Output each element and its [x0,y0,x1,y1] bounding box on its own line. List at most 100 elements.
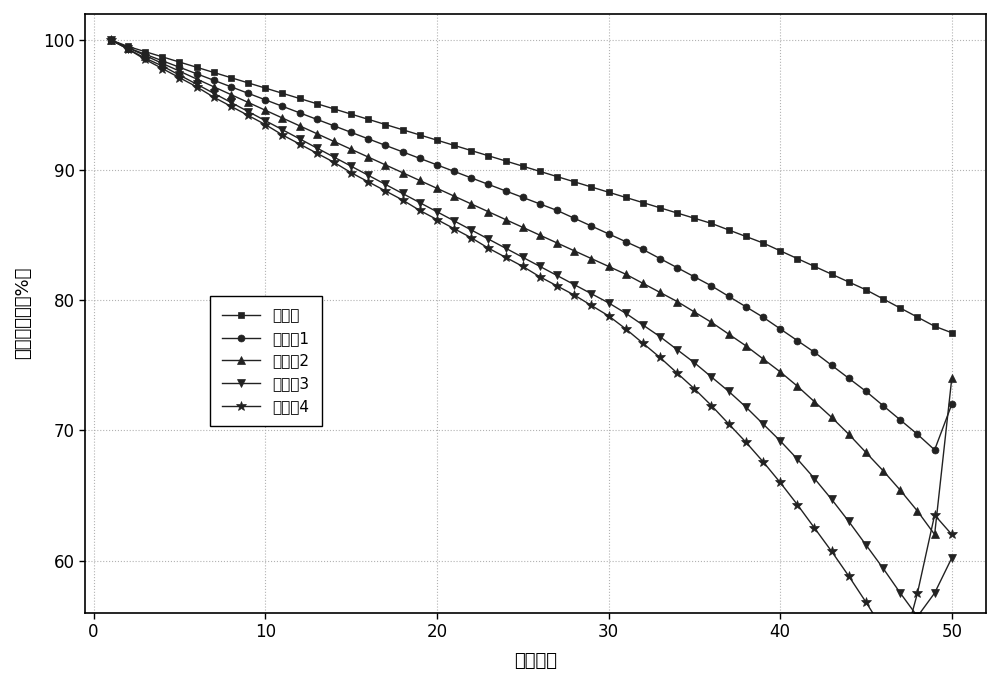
实施例 [654,204,666,212]
对比例3 [774,436,786,445]
对比例4 [654,354,666,362]
对比例4 [362,178,374,186]
实施例 [362,115,374,123]
对比例2 [534,231,546,239]
实施例 [620,194,632,202]
对比例1 [345,128,357,136]
实施例 [757,239,769,247]
对比例4 [826,547,838,555]
对比例4 [242,111,254,120]
实施例 [431,136,443,144]
对比例3 [414,198,426,207]
对比例1 [173,63,185,71]
对比例1 [225,83,237,91]
对比例3 [465,226,477,234]
实施例 [276,89,288,97]
对比例4 [671,369,683,377]
对比例1 [860,387,872,395]
Line: 实施例: 实施例 [107,36,955,337]
对比例4 [877,625,889,633]
实施例 [173,58,185,66]
对比例4 [139,55,151,64]
对比例2 [208,83,220,91]
对比例3 [139,54,151,62]
实施例 [688,214,700,222]
对比例1 [620,237,632,246]
实施例 [345,110,357,118]
对比例4 [208,93,220,101]
对比例3 [225,98,237,107]
实施例 [877,295,889,303]
对比例2 [345,145,357,153]
对比例2 [242,98,254,107]
对比例3 [843,517,855,525]
实施例 [534,168,546,176]
对比例4 [173,74,185,82]
对比例1 [843,374,855,382]
对比例3 [482,235,494,243]
对比例3 [877,564,889,573]
对比例1 [328,122,340,130]
对比例1 [740,302,752,311]
对比例4 [517,262,529,270]
对比例1 [448,168,460,176]
实施例 [911,313,923,321]
对比例3 [791,455,803,463]
对比例4 [568,291,580,299]
对比例3 [431,208,443,216]
对比例2 [688,308,700,316]
对比例2 [259,106,271,114]
对比例3 [276,126,288,134]
对比例3 [826,495,838,503]
对比例1 [723,292,735,300]
实施例 [311,100,323,108]
对比例1 [397,148,409,156]
对比例1 [156,57,168,65]
对比例3 [637,321,649,329]
对比例2 [911,507,923,515]
对比例2 [311,129,323,137]
对比例3 [551,272,563,280]
对比例4 [603,312,615,320]
对比例2 [705,318,717,326]
对比例1 [894,416,906,424]
对比例3 [448,217,460,225]
对比例3 [362,171,374,179]
对比例1 [911,430,923,438]
对比例1 [757,313,769,321]
对比例2 [654,289,666,297]
对比例4 [860,598,872,606]
Legend: 实施例, 对比例1, 对比例2, 对比例3, 对比例4: 实施例, 对比例1, 对比例2, 对比例3, 对比例4 [210,296,322,426]
实施例 [448,141,460,149]
对比例2 [139,51,151,60]
对比例1 [877,402,889,410]
对比例3 [671,345,683,354]
对比例3 [242,107,254,116]
对比例1 [705,282,717,290]
对比例1 [259,96,271,104]
对比例1 [122,44,134,52]
对比例4 [431,215,443,224]
对比例1 [414,155,426,163]
实施例 [774,247,786,255]
实施例 [139,47,151,55]
对比例4 [894,653,906,661]
对比例4 [379,187,391,195]
对比例4 [465,234,477,242]
对比例1 [191,70,203,78]
对比例3 [173,71,185,79]
对比例2 [122,44,134,52]
实施例 [465,146,477,155]
对比例3 [757,420,769,428]
对比例1 [774,325,786,333]
实施例 [122,42,134,51]
对比例2 [191,75,203,83]
对比例2 [877,466,889,475]
实施例 [894,304,906,312]
对比例1 [294,109,306,117]
实施例 [551,172,563,181]
对比例4 [276,131,288,139]
Y-axis label: 容量保持率（%）: 容量保持率（%） [14,267,32,359]
实施例 [568,178,580,186]
对比例4 [328,158,340,166]
